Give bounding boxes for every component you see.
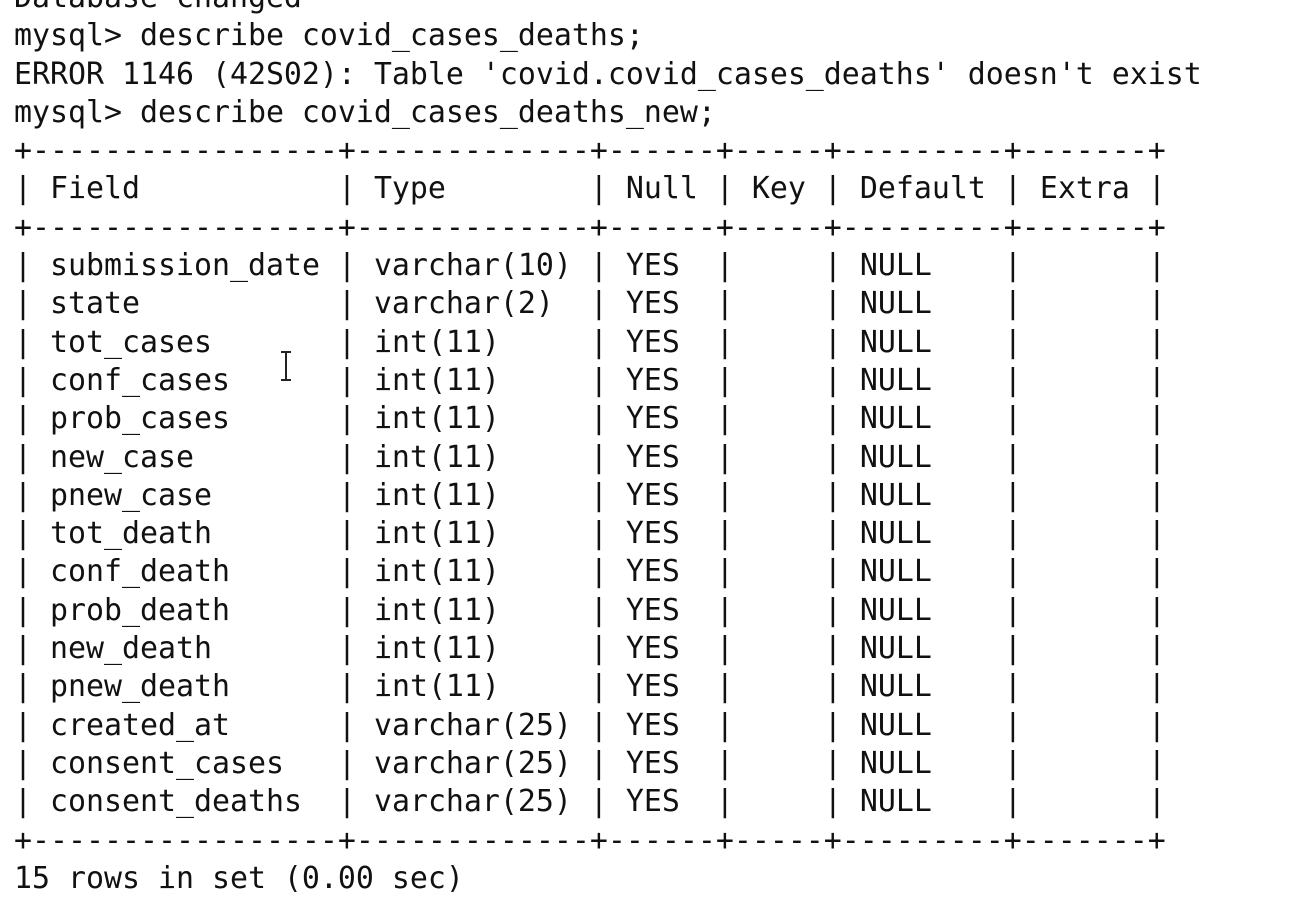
table-row: | prob_cases | int(11) | YES | | NULL | … [14, 401, 1166, 437]
column-header: Extra [1039, 171, 1130, 207]
table-cell: NULL [859, 592, 932, 628]
table-row: | conf_death | int(11) | YES | | NULL | … [14, 554, 1166, 590]
console-text: Database changed [14, 0, 302, 15]
table-border: +-----------------+-------------+------+… [14, 209, 1166, 245]
table-cell: NULL [859, 554, 932, 590]
table-cell: consent_cases [50, 745, 284, 781]
table-cell: NULL [859, 401, 932, 437]
console-text: mysql> describe covid_cases_deaths; [14, 18, 644, 54]
table-cell: YES [625, 707, 680, 743]
table-cell: tot_cases [50, 324, 212, 360]
table-cell: varchar(25) [373, 745, 572, 781]
table-row: | tot_death | int(11) | YES | | NULL | | [14, 516, 1166, 552]
table-cell: int(11) [373, 669, 500, 705]
table-row: | submission_date | varchar(10) | YES | … [14, 248, 1166, 284]
console-line: ERROR 1146 (42S02): Table 'covid.covid_c… [14, 56, 1202, 94]
text-cursor [281, 351, 291, 381]
table-cell: pnew_death [50, 669, 230, 705]
table-cell: varchar(10) [373, 248, 572, 284]
table-cell: NULL [859, 707, 932, 743]
table-cell: NULL [859, 745, 932, 781]
table-row: | new_case | int(11) | YES | | NULL | | [14, 439, 1166, 475]
table-cell: conf_death [50, 554, 230, 590]
table-cell: int(11) [373, 554, 500, 590]
console-text: ERROR 1146 (42S02): Table 'covid.covid_c… [14, 56, 1202, 92]
table-row: | new_death | int(11) | YES | | NULL | | [14, 631, 1166, 667]
table-cell: YES [625, 477, 680, 513]
console-line: mysql> describe covid_cases_deaths_new; [14, 94, 1202, 132]
table-border: +-----------------+-------------+------+… [14, 133, 1166, 169]
table-cell: int(11) [373, 401, 500, 437]
table-cell: int(11) [373, 362, 500, 398]
table-row: | pnew_case | int(11) | YES | | NULL | | [14, 477, 1166, 513]
table-cell: consent_deaths [50, 784, 302, 820]
table-cell: prob_death [50, 592, 230, 628]
table-cell: NULL [859, 248, 932, 284]
column-header: Type [373, 171, 446, 207]
table-cell: YES [625, 248, 680, 284]
table-cell: YES [625, 362, 680, 398]
table-cell: varchar(25) [373, 707, 572, 743]
table-cell: YES [625, 592, 680, 628]
table-cell: YES [625, 439, 680, 475]
table-cell: YES [625, 286, 680, 322]
table-cell: NULL [859, 362, 932, 398]
table-cell: NULL [859, 477, 932, 513]
table-cell: new_case [50, 439, 194, 475]
table-cell: NULL [859, 631, 932, 667]
table-cell: varchar(2) [373, 286, 554, 322]
table-cell: int(11) [373, 439, 500, 475]
result-summary: 15 rows in set (0.00 sec) [14, 860, 464, 896]
table-cell: int(11) [373, 592, 500, 628]
table-cell: YES [625, 516, 680, 552]
table-cell: NULL [859, 669, 932, 705]
table-border: +-----------------+-------------+------+… [14, 822, 1166, 858]
table-cell: NULL [859, 324, 932, 360]
table-cell: varchar(25) [373, 784, 572, 820]
column-header: Null [625, 171, 698, 207]
table-row: | created_at | varchar(25) | YES | | NUL… [14, 707, 1166, 743]
column-header: Default [859, 171, 986, 207]
table-row: | conf_cases | int(11) | YES | | NULL | … [14, 362, 1166, 398]
table-cell: YES [625, 669, 680, 705]
table-cell: int(11) [373, 477, 500, 513]
console-text: mysql> describe covid_cases_deaths_new; [14, 94, 716, 130]
console-line: Database changed [14, 0, 1202, 17]
table-cell: YES [625, 554, 680, 590]
table-row: | consent_cases | varchar(25) | YES | | … [14, 745, 1166, 781]
table-cell: NULL [859, 516, 932, 552]
table-cell: NULL [859, 439, 932, 475]
table-cell: tot_death [50, 516, 212, 552]
table-cell: int(11) [373, 631, 500, 667]
table-cell: NULL [859, 286, 932, 322]
table-cell: new_death [50, 631, 212, 667]
table-cell: state [50, 286, 140, 322]
table-cell: created_at [50, 707, 230, 743]
table-cell: pnew_case [50, 477, 212, 513]
table-row: | prob_death | int(11) | YES | | NULL | … [14, 592, 1166, 628]
table-row: | tot_cases | int(11) | YES | | NULL | | [14, 324, 1166, 360]
table-cell: YES [625, 745, 680, 781]
table-cell: submission_date [50, 248, 320, 284]
table-row: | consent_deaths | varchar(25) | YES | |… [14, 784, 1166, 820]
table-cell: YES [625, 324, 680, 360]
table-header: | Field | Type | Null | Key | Default | … [14, 171, 1166, 207]
table-cell: NULL [859, 784, 932, 820]
terminal: Database changed mysql> describe covid_ca… [14, 0, 1202, 898]
column-header: Key [751, 171, 806, 207]
column-header: Field [50, 171, 140, 207]
table-cell: prob_cases [50, 401, 230, 437]
console-line: 15 rows in set (0.00 sec) [14, 860, 1202, 898]
page: Database changed mysql> describe covid_ca… [14, 0, 1202, 896]
table-cell: int(11) [373, 516, 500, 552]
table-cell: conf_cases [50, 362, 230, 398]
console-line: mysql> describe covid_cases_deaths; [14, 17, 1202, 55]
table-cell: YES [625, 784, 680, 820]
table-cell: int(11) [373, 324, 500, 360]
table-cell: YES [625, 631, 680, 667]
table-row: | state | varchar(2) | YES | | NULL | | [14, 286, 1166, 322]
table-row: | pnew_death | int(11) | YES | | NULL | … [14, 669, 1166, 705]
table-cell: YES [625, 401, 680, 437]
